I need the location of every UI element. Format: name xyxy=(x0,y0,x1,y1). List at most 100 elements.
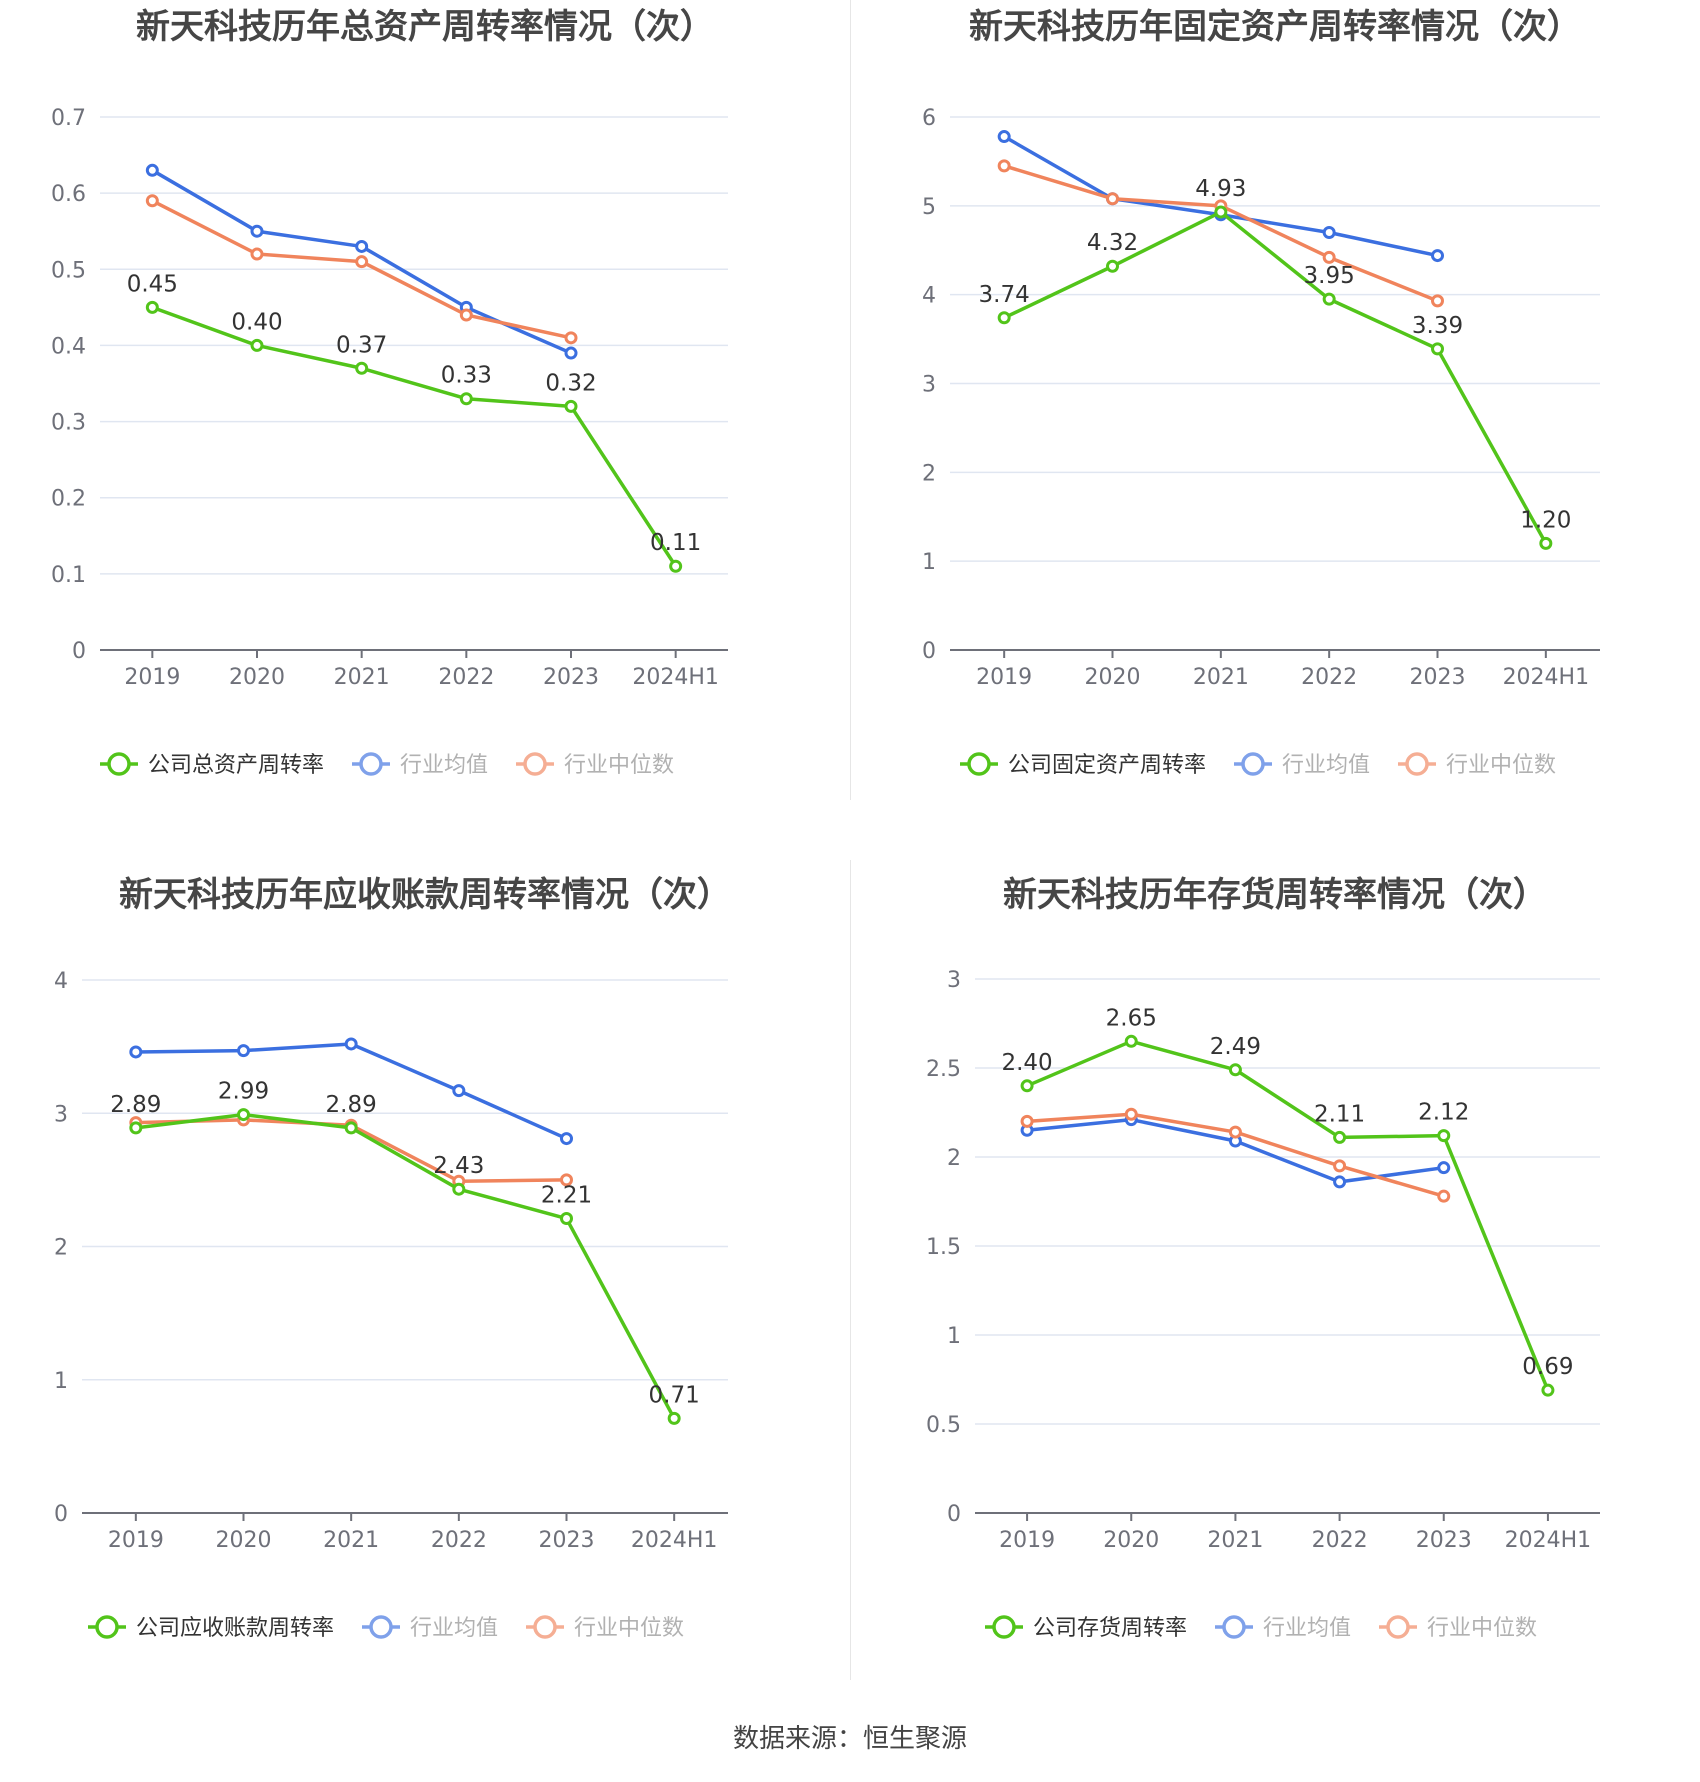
data-point-company[interactable] xyxy=(459,392,473,406)
series-line-company xyxy=(151,305,678,568)
data-point-avg[interactable] xyxy=(344,1037,358,1051)
legend-item-median[interactable]: 行业中位数 xyxy=(1398,752,1556,778)
legend-item-avg[interactable]: 行业均值 xyxy=(362,1615,498,1641)
data-label: 0.32 xyxy=(545,370,596,396)
data-point-median[interactable] xyxy=(997,159,1011,173)
data-point-median[interactable] xyxy=(459,308,473,322)
data-point-company[interactable] xyxy=(1539,536,1553,550)
data-point-company[interactable] xyxy=(452,1182,466,1196)
data-point-company[interactable] xyxy=(1431,342,1444,356)
data-point-company[interactable] xyxy=(997,311,1011,325)
data-point-avg[interactable] xyxy=(564,346,578,360)
legend-item-company[interactable]: 公司总资产周转率 xyxy=(100,752,324,778)
y-tick-label: 1 xyxy=(54,1369,68,1394)
data-point-company[interactable] xyxy=(560,1212,573,1226)
x-tick-label: 2020 xyxy=(229,665,285,690)
legend-item-median[interactable]: 行业中位数 xyxy=(516,752,674,778)
data-point-company[interactable] xyxy=(237,1108,250,1122)
data-point-median[interactable] xyxy=(1322,250,1336,264)
series-line-company xyxy=(1026,1039,1550,1391)
data-point-company[interactable] xyxy=(667,1411,681,1425)
data-point-median[interactable] xyxy=(250,247,264,261)
chart-title: 新天科技历年固定资产周转率情况（次） xyxy=(969,7,1581,47)
x-tick-label: 2023 xyxy=(539,1528,595,1553)
data-point-median[interactable] xyxy=(355,255,369,269)
data-point-company[interactable] xyxy=(145,300,159,314)
data-point-median[interactable] xyxy=(1228,1125,1242,1139)
x-tick-label: 2023 xyxy=(1410,665,1466,690)
x-tick-label: 2019 xyxy=(999,1528,1055,1553)
data-point-avg[interactable] xyxy=(560,1132,573,1146)
legend-label: 行业均值 xyxy=(400,753,488,778)
legend-item-median[interactable]: 行业中位数 xyxy=(1379,1615,1537,1641)
y-tick-label: 0.1 xyxy=(51,563,86,588)
data-point-median[interactable] xyxy=(1333,1159,1347,1173)
data-point-company[interactable] xyxy=(1228,1063,1242,1077)
data-point-avg[interactable] xyxy=(1431,249,1444,263)
data-point-avg[interactable] xyxy=(129,1045,143,1059)
y-tick-label: 2.5 xyxy=(926,1057,961,1082)
data-point-avg[interactable] xyxy=(145,163,159,177)
legend-label: 行业均值 xyxy=(1282,753,1370,778)
legend-item-avg[interactable]: 行业均值 xyxy=(352,752,488,778)
data-point-median[interactable] xyxy=(1431,294,1444,308)
data-point-median[interactable] xyxy=(564,331,578,345)
data-point-median[interactable] xyxy=(1106,192,1119,206)
chart-fixed-asset-turnover: 新天科技历年固定资产周转率情况（次） 0 1 2 3 4 5 6 2019 2020 2021 202… xyxy=(850,0,1700,860)
data-point-company[interactable] xyxy=(250,338,264,352)
data-point-median[interactable] xyxy=(1124,1107,1138,1121)
legend-marker-icon xyxy=(369,1615,393,1639)
legend-label: 公司固定资产周转率 xyxy=(1008,753,1206,778)
data-point-avg[interactable] xyxy=(997,130,1011,144)
data-point-company[interactable] xyxy=(1020,1079,1034,1093)
data-point-company[interactable] xyxy=(1124,1034,1138,1048)
data-point-company[interactable] xyxy=(1106,259,1119,273)
data-point-company[interactable] xyxy=(669,559,683,573)
data-point-company[interactable] xyxy=(1541,1383,1555,1397)
legend-marker-icon xyxy=(967,752,991,776)
x-tick-label: 2023 xyxy=(1416,1528,1472,1553)
data-point-company[interactable] xyxy=(129,1121,143,1135)
data-point-company[interactable] xyxy=(564,399,578,413)
data-point-company[interactable] xyxy=(1322,292,1336,306)
y-tick-label: 0 xyxy=(72,639,86,664)
legend-item-median[interactable]: 行业中位数 xyxy=(526,1615,684,1641)
data-point-median[interactable] xyxy=(145,194,159,208)
x-tick-label: 2020 xyxy=(1085,665,1141,690)
data-point-avg[interactable] xyxy=(250,224,264,238)
legend-item-company[interactable]: 公司存货周转率 xyxy=(985,1615,1187,1641)
data-point-avg[interactable] xyxy=(1333,1175,1347,1189)
chart-svg: 新天科技历年固定资产周转率情况（次） 0 1 2 3 4 5 6 2019 2020 2021 202… xyxy=(922,7,1600,778)
data-point-company[interactable] xyxy=(355,361,369,375)
legend-item-company[interactable]: 公司固定资产周转率 xyxy=(960,752,1206,778)
data-point-company[interactable] xyxy=(1437,1129,1451,1143)
data-point-median[interactable] xyxy=(560,1173,573,1187)
data-point-company[interactable] xyxy=(344,1121,358,1135)
data-point-avg[interactable] xyxy=(355,239,369,253)
chart-svg: 新天科技历年存货周转率情况（次） 0 0.5 1 1.5 2 2.5 3 2019 2020 202… xyxy=(926,875,1600,1641)
data-label: 4.32 xyxy=(1087,230,1138,256)
legend-label: 行业均值 xyxy=(410,1616,498,1641)
data-point-company[interactable] xyxy=(1214,205,1228,219)
data-label: 2.12 xyxy=(1418,1100,1469,1126)
data-point-avg[interactable] xyxy=(1322,225,1336,239)
y-tick-label: 4 xyxy=(922,284,936,309)
y-tick-label: 2 xyxy=(947,1146,961,1171)
legend-item-avg[interactable]: 行业均值 xyxy=(1234,752,1370,778)
data-point-avg[interactable] xyxy=(452,1084,466,1098)
data-point-median[interactable] xyxy=(1437,1189,1451,1203)
legend-marker-icon xyxy=(95,1615,119,1639)
data-point-median[interactable] xyxy=(1020,1114,1034,1128)
chart-total-asset-turnover: 新天科技历年总资产周转率情况（次） 0 0.1 0.2 0.3 0.4 0.5 0.6 0.7 2… xyxy=(0,0,850,860)
data-label: 2.43 xyxy=(433,1153,484,1179)
data-label: 0.37 xyxy=(336,332,387,358)
chart-title: 新天科技历年存货周转率情况（次） xyxy=(1003,875,1547,915)
legend-item-company[interactable]: 公司应收账款周转率 xyxy=(88,1615,334,1641)
data-point-company[interactable] xyxy=(1333,1130,1347,1144)
data-point-avg[interactable] xyxy=(1437,1161,1451,1175)
legend-marker-icon xyxy=(359,752,383,776)
data-point-avg[interactable] xyxy=(237,1044,250,1058)
x-tick-label: 2019 xyxy=(108,1528,164,1553)
legend-item-avg[interactable]: 行业均值 xyxy=(1215,1615,1351,1641)
data-label: 2.89 xyxy=(326,1092,377,1118)
